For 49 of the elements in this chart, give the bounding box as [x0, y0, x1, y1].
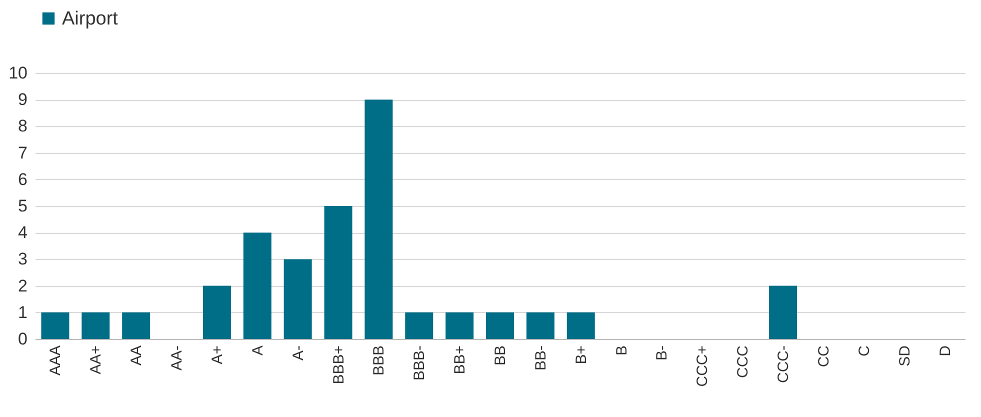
y-tick-label: 7	[18, 143, 28, 162]
bar	[324, 206, 352, 339]
y-tick-label: 2	[18, 276, 28, 296]
x-tick-label: BBB	[370, 346, 388, 376]
bar	[446, 312, 474, 339]
x-tick-label: D	[936, 345, 954, 356]
x-tick-label: C	[856, 345, 873, 356]
y-tick-label: 3	[18, 250, 28, 269]
bar	[405, 312, 434, 339]
x-tick-label: CC	[815, 345, 832, 368]
x-tick-label: BB+	[452, 345, 469, 374]
x-tick-label: B-	[654, 345, 671, 360]
bar	[122, 312, 150, 339]
bar	[202, 286, 231, 339]
y-tick-label: 5	[18, 196, 28, 216]
bar	[486, 312, 514, 339]
x-tick-label: BBB-	[411, 346, 428, 381]
x-tick-label: CCC	[734, 345, 752, 378]
x-tick-label: B+	[572, 345, 590, 364]
x-tick-label: AAA	[47, 346, 64, 376]
x-tick-label: CCC+	[694, 345, 712, 387]
y-tick-label: 1	[18, 302, 28, 322]
bar	[284, 259, 312, 339]
x-tick-label: BB	[492, 346, 509, 366]
x-tick-label: A	[249, 346, 266, 356]
x-tick-label: B	[613, 346, 630, 356]
x-tick-label: BBB+	[330, 345, 348, 384]
y-tick-label: 9	[18, 90, 28, 110]
bar	[41, 312, 70, 339]
legend-label: Airport	[62, 8, 119, 30]
x-tick-label: SD	[896, 345, 914, 366]
bar	[769, 286, 798, 339]
y-tick-label: 0	[18, 330, 28, 348]
x-tick-label: AA-	[168, 346, 186, 371]
y-tick-label: 8	[18, 116, 28, 136]
x-tick-label: CCC-	[775, 346, 792, 383]
bar	[364, 100, 393, 339]
bar	[243, 232, 272, 339]
bar	[82, 312, 110, 339]
bar	[526, 312, 554, 339]
y-tick-label: 6	[18, 170, 28, 189]
x-tick-label: A+	[208, 345, 226, 364]
x-tick-label: AA+	[88, 345, 105, 374]
x-tick-label: BB-	[532, 346, 550, 371]
y-tick-label: 4	[18, 223, 28, 242]
y-tick-label: 10	[8, 64, 28, 82]
bar	[566, 312, 595, 339]
x-tick-label: A-	[290, 345, 307, 360]
x-tick-label: AA	[128, 346, 146, 366]
